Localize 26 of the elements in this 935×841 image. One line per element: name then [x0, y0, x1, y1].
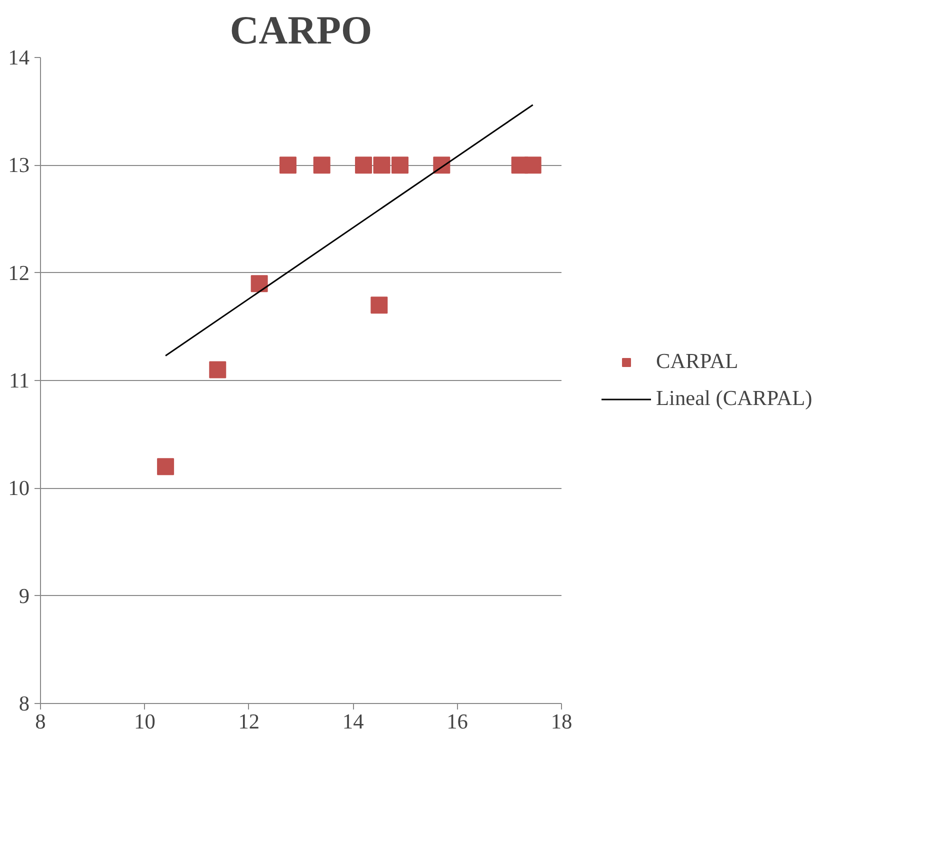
point: [313, 156, 330, 174]
point: [370, 296, 388, 314]
point: [250, 275, 268, 292]
point: [524, 156, 542, 174]
legend-label: CARPAL: [656, 349, 738, 374]
chart-title: CARPO: [230, 8, 372, 52]
x-tick-label: 16: [446, 710, 468, 734]
x-tick-label: 18: [550, 710, 572, 734]
point: [157, 458, 174, 476]
point: [279, 156, 296, 174]
x-tick-label: 14: [342, 710, 364, 734]
point: [391, 156, 408, 174]
y-tick-label: 14: [8, 46, 30, 70]
point: [209, 361, 226, 378]
point: [373, 156, 390, 174]
point: [355, 156, 372, 174]
x-tick-label: 8: [35, 710, 46, 734]
y-tick-label: 12: [8, 260, 30, 285]
y-tick-label: 10: [8, 476, 30, 500]
y-tick-label: 11: [8, 368, 30, 392]
x-tick-label: 10: [134, 710, 156, 734]
legend-label: Lineal (CARPAL): [656, 386, 812, 411]
x-tick-label: 12: [238, 710, 260, 734]
y-tick-label: 13: [8, 153, 30, 178]
y-tick-label: 8: [18, 692, 30, 716]
y-tick-label: 9: [18, 584, 30, 608]
